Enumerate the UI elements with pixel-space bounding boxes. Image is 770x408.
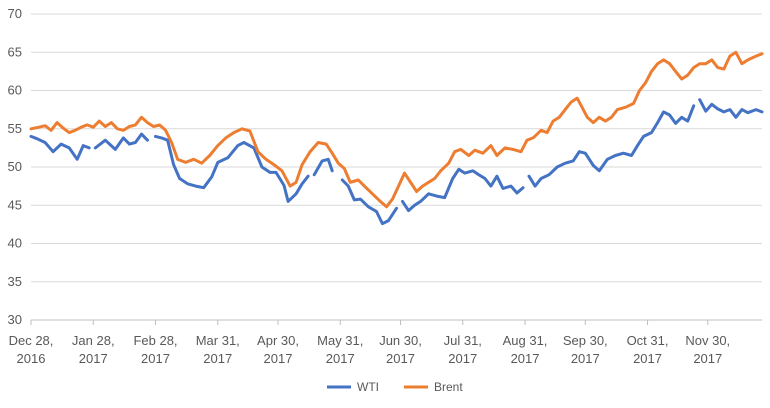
series-line-wti [312, 157, 334, 177]
x-tick-label-line2: 2017 [79, 351, 108, 366]
x-tick-label-line1: Mar 31, [196, 333, 240, 348]
x-tick-label-line2: 2017 [693, 351, 722, 366]
x-tick-label-line1: Jul 31, [444, 333, 482, 348]
x-tick-label-line1: Dec 28, [9, 333, 54, 348]
series-line-wti [401, 167, 525, 213]
x-tick-label-line1: Oct 31, [627, 333, 669, 348]
series-line-wti [527, 104, 696, 188]
y-tick-label: 30 [8, 312, 22, 327]
x-tick-label-line2: 2017 [511, 351, 540, 366]
x-tick-label-line1: Aug 31, [503, 333, 548, 348]
series-line-wti [340, 178, 398, 226]
legend-label-brent: Brent [434, 380, 463, 394]
x-tick-label-line1: Nov 30, [685, 333, 730, 348]
x-tick-label: Jun 30, 2017 [379, 333, 422, 366]
x-tick-label: Mar 31, 2017 [196, 333, 240, 366]
legend: WTI Brent [327, 380, 463, 394]
x-tick-label-line2: 2017 [448, 351, 477, 366]
gridlines [31, 13, 762, 283]
x-tick-label: Jul 31, 2017 [444, 333, 482, 366]
x-tick-label-line2: 2017 [571, 351, 600, 366]
x-tick-label-line2: 2017 [141, 351, 170, 366]
y-tick-label: 35 [8, 274, 22, 289]
x-tick-label-line1: Apr 30, [257, 333, 299, 348]
x-tick-label-line2: 2016 [17, 351, 46, 366]
legend-label-wti: WTI [357, 380, 379, 394]
x-tick-label-line1: Jun 30, [379, 333, 422, 348]
x-tick-label: Apr 30, 2017 [257, 333, 299, 366]
x-tick-label: May 31, 2017 [317, 333, 363, 366]
x-tick-label-line2: 2017 [203, 351, 232, 366]
series-lines [29, 50, 764, 226]
series-line-wti [154, 134, 310, 203]
y-tick-label: 65 [8, 44, 22, 59]
x-tick-label: Sep 30, 2017 [563, 333, 608, 366]
x-tick-label-line1: Feb 28, [133, 333, 177, 348]
x-tick-label-line1: Jan 28, [72, 333, 115, 348]
y-tick-label: 45 [8, 197, 22, 212]
x-axis [30, 319, 762, 325]
y-tick-label: 55 [8, 121, 22, 136]
series-line-brent [29, 50, 764, 209]
x-tick-label: Oct 31, 2017 [627, 333, 669, 366]
x-tick-label: Nov 30, 2017 [685, 333, 730, 366]
x-tick-label: Jan 28, 2017 [72, 333, 115, 366]
x-tick-label-line1: Sep 30, [563, 333, 608, 348]
series-line-wti [93, 132, 149, 151]
x-tick-label: Aug 31, 2017 [503, 333, 548, 366]
y-axis-labels: 30 35 40 45 50 55 60 65 70 [8, 6, 22, 327]
y-tick-label: 50 [8, 159, 22, 174]
x-tick-label: Feb 28, 2017 [133, 333, 177, 366]
x-tick-label-line2: 2017 [326, 351, 355, 366]
y-tick-label: 70 [8, 6, 22, 21]
series-line-wti [29, 134, 91, 161]
series-line-wti [698, 98, 764, 119]
x-tick-label-line2: 2017 [386, 351, 415, 366]
y-tick-label: 40 [8, 236, 22, 251]
x-tick-label-line2: 2017 [264, 351, 293, 366]
x-tick-label-line1: May 31, [317, 333, 363, 348]
y-tick-label: 60 [8, 83, 22, 98]
x-tick-label: Dec 28, 2016 [9, 333, 54, 366]
x-tick-label-line2: 2017 [633, 351, 662, 366]
